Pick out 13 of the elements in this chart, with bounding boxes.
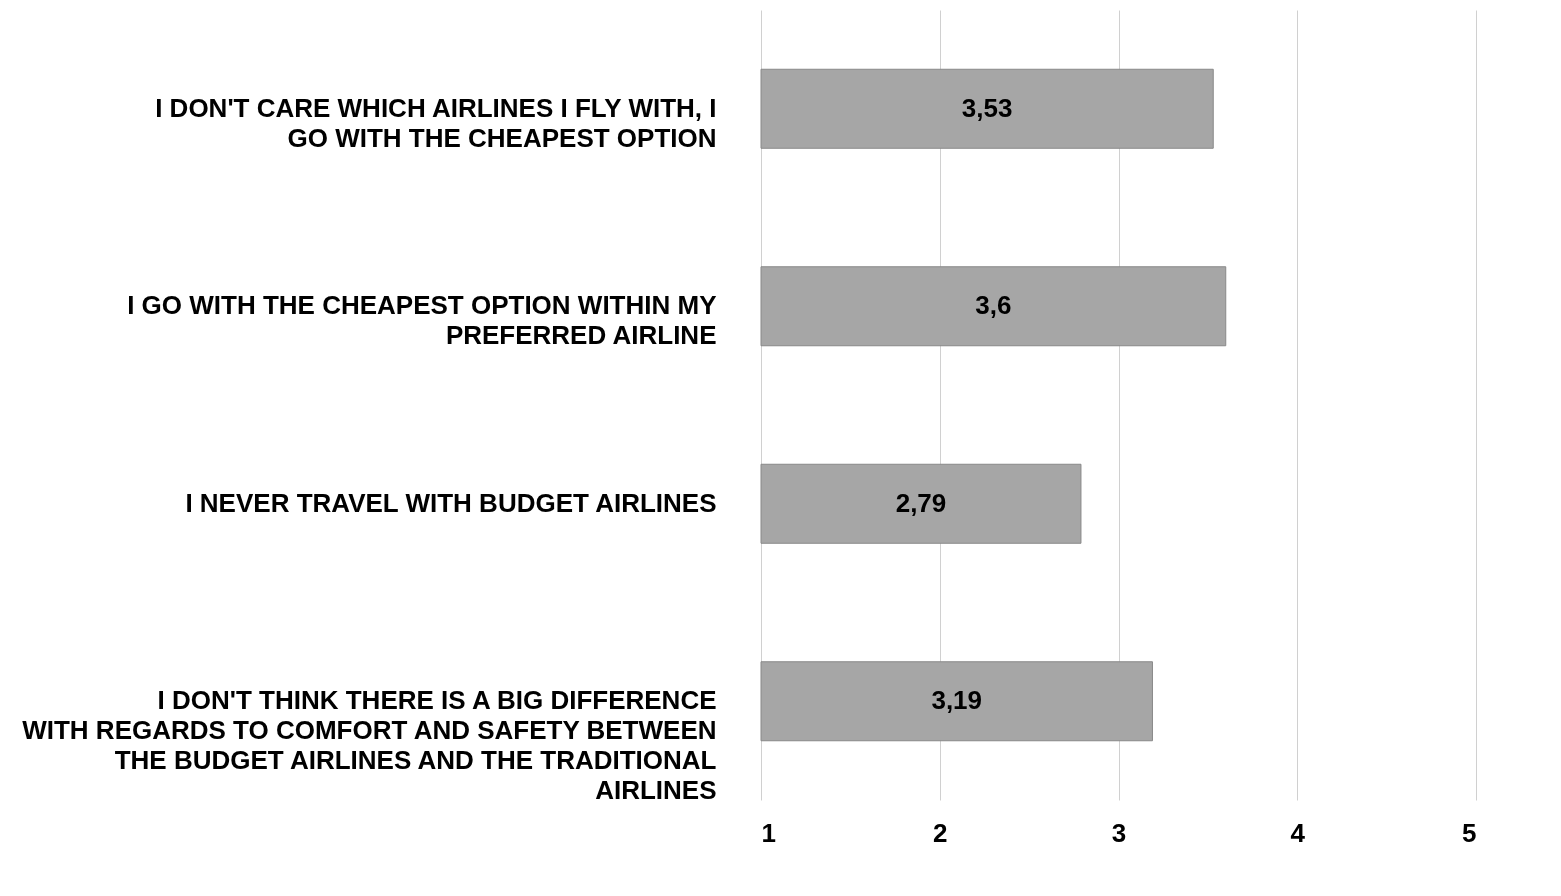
y-tick-label: I GO WITH THE CHEAPEST OPTION WITHIN MY PREFERRED AIRLINE: [127, 290, 717, 351]
x-tick-label: 3: [1111, 817, 1127, 848]
x-tick-label: 2: [933, 817, 948, 848]
y-tick-label: I DON'T THINK THERE IS A BIG DIFFERENCE WITH REGARDS TO COMFORT AND SAFETY BETWEEN THE BUDGET AIRLINES AND THE TRADITIONAL AIRLINES: [22, 685, 717, 806]
data-label: 3,6: [975, 290, 1012, 321]
y-tick-label: I NEVER TRAVEL WITH BUDGET AIRLINES: [185, 487, 717, 518]
data-label: 2,79: [895, 487, 947, 518]
x-tick-label: 4: [1290, 817, 1306, 848]
x-tick-label: 1: [761, 817, 776, 848]
y-tick-label: I DON'T CARE WHICH AIRLINES I FLY WITH, I GO WITH THE CHEAPEST OPTION: [155, 92, 717, 153]
data-label: 3,53: [961, 92, 1013, 123]
data-label: 3,19: [931, 685, 983, 716]
x-tick-label: 5: [1462, 817, 1477, 848]
